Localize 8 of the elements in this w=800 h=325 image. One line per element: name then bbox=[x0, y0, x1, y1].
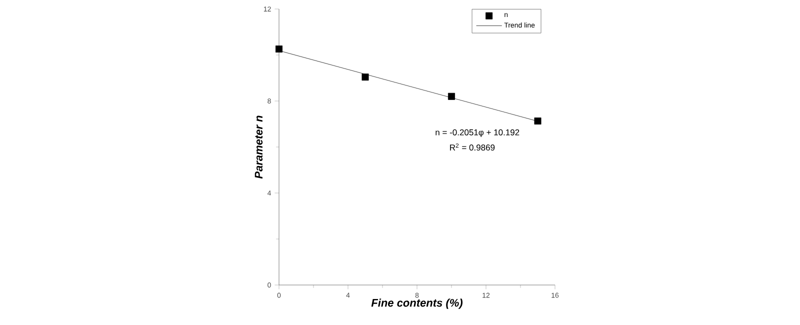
point bbox=[534, 118, 542, 125]
annotation: n = -0.2051φ + 10.192 bbox=[436, 129, 520, 138]
point bbox=[276, 46, 283, 53]
y-axis-title: Parameter n bbox=[254, 116, 263, 179]
x-axis-title: Fine contents (%) bbox=[371, 298, 463, 309]
annotation: R$^{2}$ = 0.9869 bbox=[450, 143, 495, 151]
point bbox=[362, 74, 369, 81]
point bbox=[448, 92, 456, 100]
